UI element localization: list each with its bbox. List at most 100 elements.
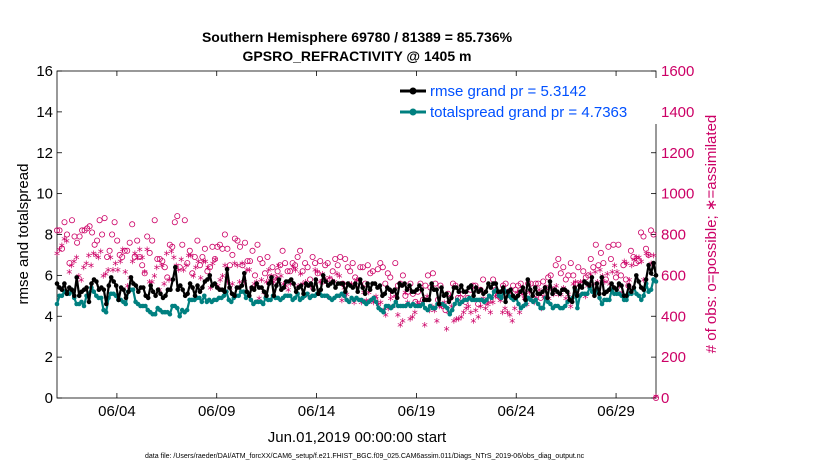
assimilated-obs-point: * — [412, 308, 418, 322]
assimilated-obs-point: * — [337, 271, 343, 285]
possible-obs-point — [64, 231, 71, 238]
assimilated-obs-point: * — [312, 265, 318, 279]
assimilated-obs-point: * — [371, 298, 377, 312]
assimilated-obs-point: * — [358, 298, 364, 312]
totalspread-point — [585, 291, 590, 297]
possible-obs-point — [277, 262, 284, 269]
assimilated-obs-point: * — [383, 310, 389, 324]
possible-obs-point — [643, 245, 650, 252]
possible-obs-point — [141, 270, 148, 277]
rmse-point — [276, 277, 282, 282]
rmse-point — [163, 293, 168, 299]
totalspread-point — [260, 301, 266, 307]
assimilated-obs-point: * — [634, 253, 640, 267]
assimilated-obs-point: * — [105, 265, 111, 279]
possible-obs-point — [622, 276, 629, 283]
possible-obs-point — [357, 264, 364, 271]
assimilated-obs-point: * — [78, 275, 84, 289]
rmse-point — [170, 277, 176, 282]
rmse-point — [323, 279, 329, 284]
assimilated-obs-point: * — [621, 257, 627, 271]
rmse-point — [274, 283, 279, 288]
possible-obs-point — [600, 260, 607, 267]
rmse-point — [54, 281, 60, 286]
totalspread-point — [268, 297, 273, 303]
rmse-point — [185, 291, 190, 297]
rmse-point — [414, 287, 420, 293]
totalspread-point — [81, 303, 87, 309]
y-right-tick-label: 200 — [661, 349, 686, 366]
assimilated-obs-point: * — [168, 246, 174, 260]
rmse-point — [545, 295, 550, 301]
y-right-tick-label: 400 — [661, 308, 686, 325]
possible-obs-point — [139, 262, 146, 269]
possible-obs-point — [264, 253, 271, 260]
rmse-point — [269, 275, 274, 280]
rmse-point — [212, 281, 218, 286]
rmse-point — [330, 279, 336, 284]
totalspread-point — [391, 303, 396, 309]
assimilated-obs-point: * — [98, 246, 104, 260]
rmse-point — [207, 273, 213, 278]
possible-obs-point — [399, 272, 406, 279]
assimilated-obs-point: * — [217, 275, 223, 289]
assimilated-obs-point: * — [556, 289, 562, 303]
possible-obs-point — [422, 282, 429, 289]
rmse-point — [473, 285, 479, 290]
possible-obs-point — [274, 268, 281, 275]
assimilated-obs-point: * — [519, 289, 525, 303]
possible-obs-point — [284, 268, 291, 275]
footer-data-file: data file: /Users/raeder/DAI/ATM_forcXX/… — [145, 453, 585, 460]
assimilated-obs-point: * — [273, 273, 279, 287]
possible-obs-point — [570, 272, 577, 279]
rmse-point — [557, 291, 563, 297]
assimilated-obs-point: * — [220, 271, 226, 285]
assimilated-obs-point: * — [237, 277, 243, 291]
rmse-point — [520, 285, 526, 290]
assimilated-obs-point: * — [171, 253, 177, 267]
rmse-point — [123, 295, 129, 301]
rmse-point — [108, 275, 114, 280]
rmse-point — [619, 283, 624, 288]
rmse-point — [261, 289, 267, 295]
rmse-point — [515, 293, 521, 299]
possible-obs-point — [126, 239, 133, 246]
possible-obs-point — [332, 255, 339, 262]
legend-rmse-marker — [409, 87, 417, 95]
assimilated-obs-point: * — [597, 265, 603, 279]
possible-obs-point — [146, 249, 153, 256]
rmse-point — [360, 285, 366, 290]
rmse-point — [594, 281, 600, 286]
rmse-point — [589, 275, 595, 280]
possible-obs-point — [96, 217, 103, 224]
possible-obs-point — [164, 274, 171, 281]
rmse-point — [525, 277, 531, 282]
rmse-point — [271, 293, 277, 299]
rmse-point — [439, 285, 444, 290]
assimilated-obs-point: * — [203, 257, 209, 271]
possible-obs-point — [144, 233, 151, 240]
legend-spread-marker — [409, 108, 417, 116]
assimilated-obs-point: * — [122, 267, 128, 281]
rmse-point — [187, 281, 193, 286]
rmse-point — [572, 285, 577, 290]
possible-obs-point — [219, 245, 226, 252]
assimilated-obs-point: * — [200, 257, 206, 271]
rmse-point — [173, 264, 178, 270]
possible-obs-point — [129, 221, 136, 228]
possible-obs-point — [221, 231, 228, 238]
assimilated-obs-point: * — [500, 308, 506, 322]
possible-obs-point — [324, 260, 331, 267]
rmse-point — [308, 281, 314, 286]
totalspread-point — [167, 311, 173, 317]
totalspread-point — [199, 299, 205, 305]
totalspread-point — [177, 314, 182, 319]
rmse-point — [579, 285, 585, 290]
rmse-point — [155, 287, 161, 293]
assimilated-obs-point: * — [517, 308, 523, 322]
totalspread-point — [624, 297, 629, 303]
rmse-point — [266, 281, 272, 286]
rmse-point — [597, 291, 602, 297]
rmse-point — [259, 285, 264, 290]
possible-obs-point — [206, 264, 213, 271]
